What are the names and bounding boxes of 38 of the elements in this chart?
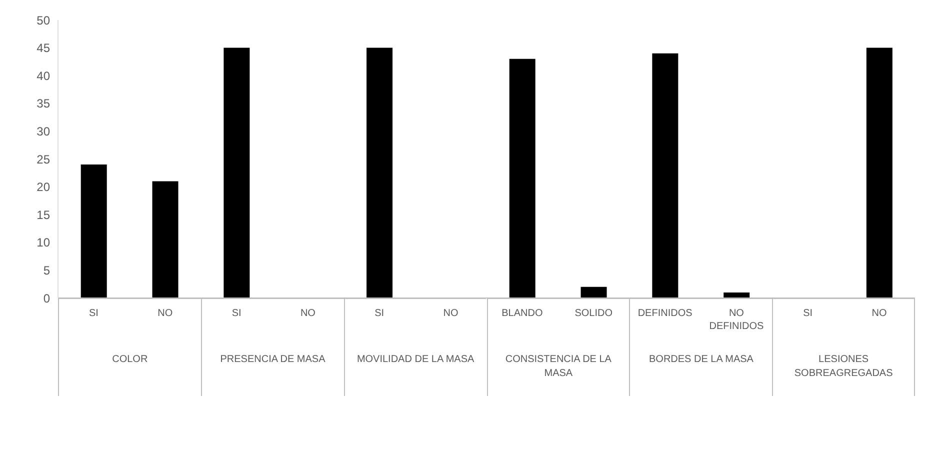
x-tick-label: NO [158,308,173,319]
y-tick-label: 50 [36,13,50,28]
x-tick-label: BLANDO [502,308,543,319]
x-tick-label: NO [443,308,459,319]
y-tick-label: 30 [36,124,50,138]
bar [224,48,250,298]
text: BORDES DE LA MASA [648,353,754,367]
x-tick-label: SOLIDO [574,308,613,319]
x-tick-label: DEFINIDOS [638,308,693,319]
y-tick-label: 5 [43,263,50,278]
x-tick-label: SI [88,308,98,319]
y-tick-label: 10 [36,236,50,250]
y-tick-label: 45 [36,41,50,56]
x-tick-label: NO [872,308,888,319]
y-tick-label: 35 [36,96,50,111]
y-tick-label: 40 [36,68,50,83]
x-tick-label: NO [300,308,316,319]
text: PRESENCIA DE MASA [219,353,326,367]
text: COLOR [111,353,149,367]
text: CONSISTENCIA DE LA MASA [504,353,612,381]
x-tick-label: SI [803,308,813,319]
bar [580,286,607,298]
bar [152,181,178,298]
x-tick-label: NO DEFINIDOS [709,308,764,332]
x-tick-label: SI [374,308,384,319]
y-tick-label: 0 [43,291,50,306]
bar [866,48,892,298]
text: MOVILIDAD DE LA MASA [356,353,476,367]
bar [366,48,393,298]
bar [724,292,750,298]
bar [80,164,107,298]
text: LESIONES SOBREAGREGADAS [793,353,894,381]
y-tick-label: 25 [36,152,50,166]
bar [652,53,678,298]
x-tick-label: SI [232,308,242,319]
y-tick-label: 20 [36,180,50,194]
bar [509,58,536,298]
y-tick-label: 15 [36,208,50,222]
